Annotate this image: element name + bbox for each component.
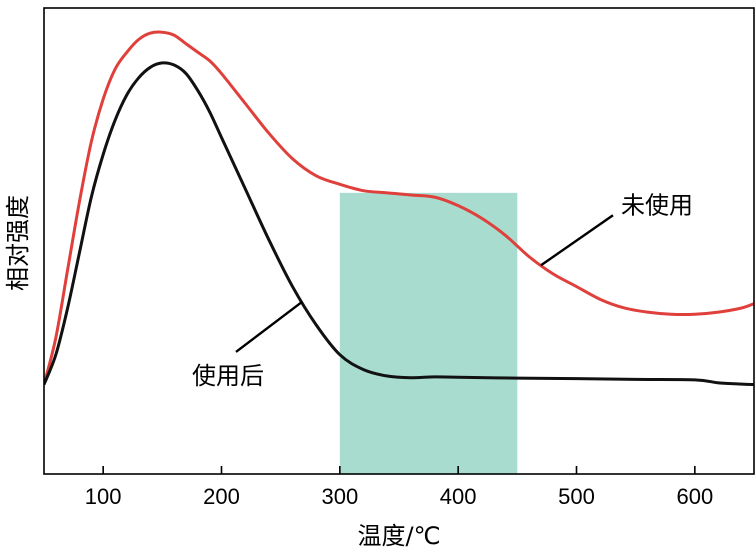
series-line-1 <box>44 61 754 387</box>
annotation-leader-1 <box>235 300 303 353</box>
highlight-band <box>339 192 518 474</box>
series-layer <box>44 30 754 387</box>
x-tick-label-100: 100 <box>85 484 122 509</box>
x-axis: 100 200 300 400 500 600 <box>85 466 713 509</box>
x-tick-label-400: 400 <box>440 484 477 509</box>
y-axis-label: 相对强度 <box>4 195 32 291</box>
plot-frame <box>43 7 755 475</box>
annotation-label-1: 使用后 <box>192 362 264 390</box>
x-tick-label-500: 500 <box>558 484 595 509</box>
x-axis-label: 温度/℃ <box>357 522 440 550</box>
x-tick-label-200: 200 <box>203 484 240 509</box>
x-tick-label-600: 600 <box>676 484 713 509</box>
annotation-label-0: 未使用 <box>621 191 693 219</box>
annotation-leader-0 <box>540 214 614 267</box>
x-tick-label-300: 300 <box>321 484 358 509</box>
series-line-0 <box>44 30 754 385</box>
